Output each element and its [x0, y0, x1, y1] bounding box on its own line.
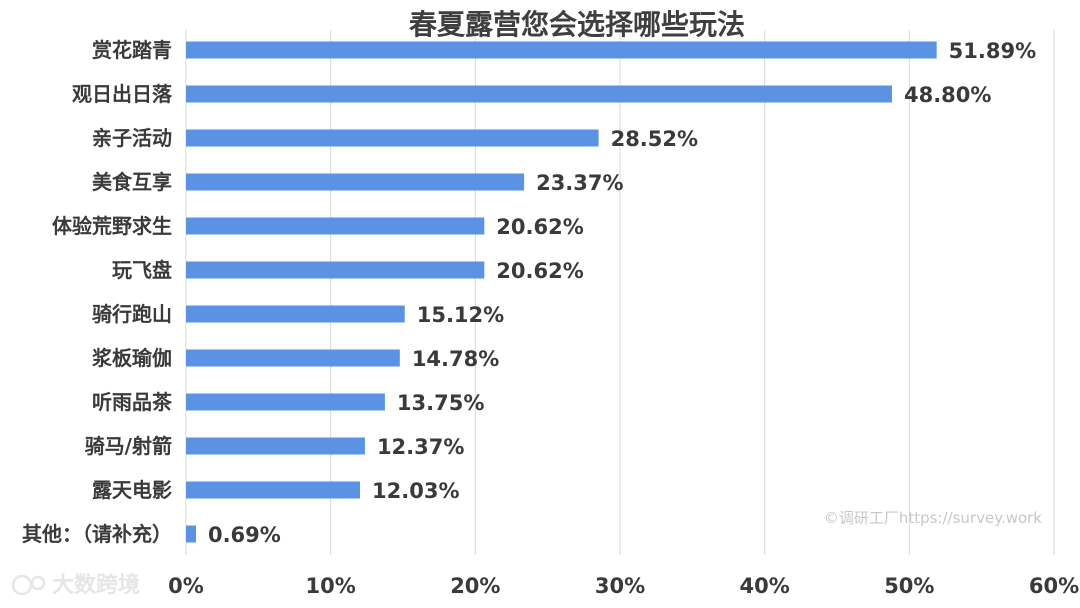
x-tick-label: 10% [306, 574, 356, 598]
grid-lines [185, 30, 1055, 555]
value-label: 14.78% [412, 347, 499, 371]
bar [186, 129, 599, 147]
bars [186, 41, 937, 543]
category-label: 亲子活动 [92, 126, 172, 150]
category-label: 玩飞盘 [112, 258, 172, 282]
value-label: 20.62% [496, 259, 583, 283]
x-tick-label: 50% [884, 574, 934, 598]
x-tick-label: 30% [595, 574, 645, 598]
value-label: 12.37% [377, 435, 464, 459]
bar [186, 41, 937, 59]
x-tick-label: 60% [1029, 574, 1079, 598]
bar [186, 305, 405, 323]
bar [186, 217, 485, 235]
bar [186, 525, 196, 543]
value-label: 48.80% [904, 83, 991, 107]
category-label: 听雨品茶 [92, 390, 173, 414]
value-label: 20.62% [496, 215, 583, 239]
category-labels: 赏花踏青观日出日落亲子活动美食互享体验荒野求生玩飞盘骑行跑山浆板瑜伽听雨品茶骑马… [22, 38, 173, 546]
value-label: 0.69% [208, 523, 281, 547]
category-label: 骑马/射箭 [85, 434, 172, 458]
value-label: 13.75% [397, 391, 484, 415]
brand-text: 大数跨境 [52, 572, 140, 598]
bar [186, 261, 485, 279]
brand-watermark: 大数跨境 [11, 572, 140, 598]
value-label: 28.52% [611, 127, 698, 151]
category-label: 观日出日落 [72, 82, 173, 106]
x-tick-label: 40% [740, 574, 790, 598]
category-label: 露天电影 [92, 478, 172, 502]
value-label: 51.89% [949, 39, 1036, 63]
x-tick-label: 0% [168, 574, 204, 598]
category-label: 体验荒野求生 [52, 214, 172, 238]
category-label: 美食互享 [92, 170, 172, 194]
category-label: 骑行跑山 [92, 302, 172, 326]
bar [186, 85, 892, 103]
value-labels: 51.89% 48.80% 28.52% 23.37% 20.62% 20.62% 15.1… [208, 39, 1036, 547]
brand-logo-icon [11, 574, 46, 596]
bar [186, 173, 525, 191]
value-label: 23.37% [536, 171, 623, 195]
chart-title: 春夏露营您会选择哪些玩法 [409, 8, 745, 41]
category-label: 赏花踏青 [92, 38, 172, 62]
category-label: 浆板瑜伽 [91, 346, 172, 370]
x-axis-ticks: 0% 10% 20% 30% 40% 50% 60% [168, 574, 1079, 598]
value-label: 15.12% [417, 303, 504, 327]
bar [186, 349, 400, 367]
bar [186, 481, 361, 499]
source-watermark: ©调研工厂https://survey.work [824, 509, 1042, 527]
bar [186, 393, 385, 411]
bar [186, 437, 365, 455]
category-label: 其他：（请补充） [22, 522, 172, 546]
x-tick-label: 20% [450, 574, 500, 598]
value-label: 12.03% [372, 479, 459, 503]
